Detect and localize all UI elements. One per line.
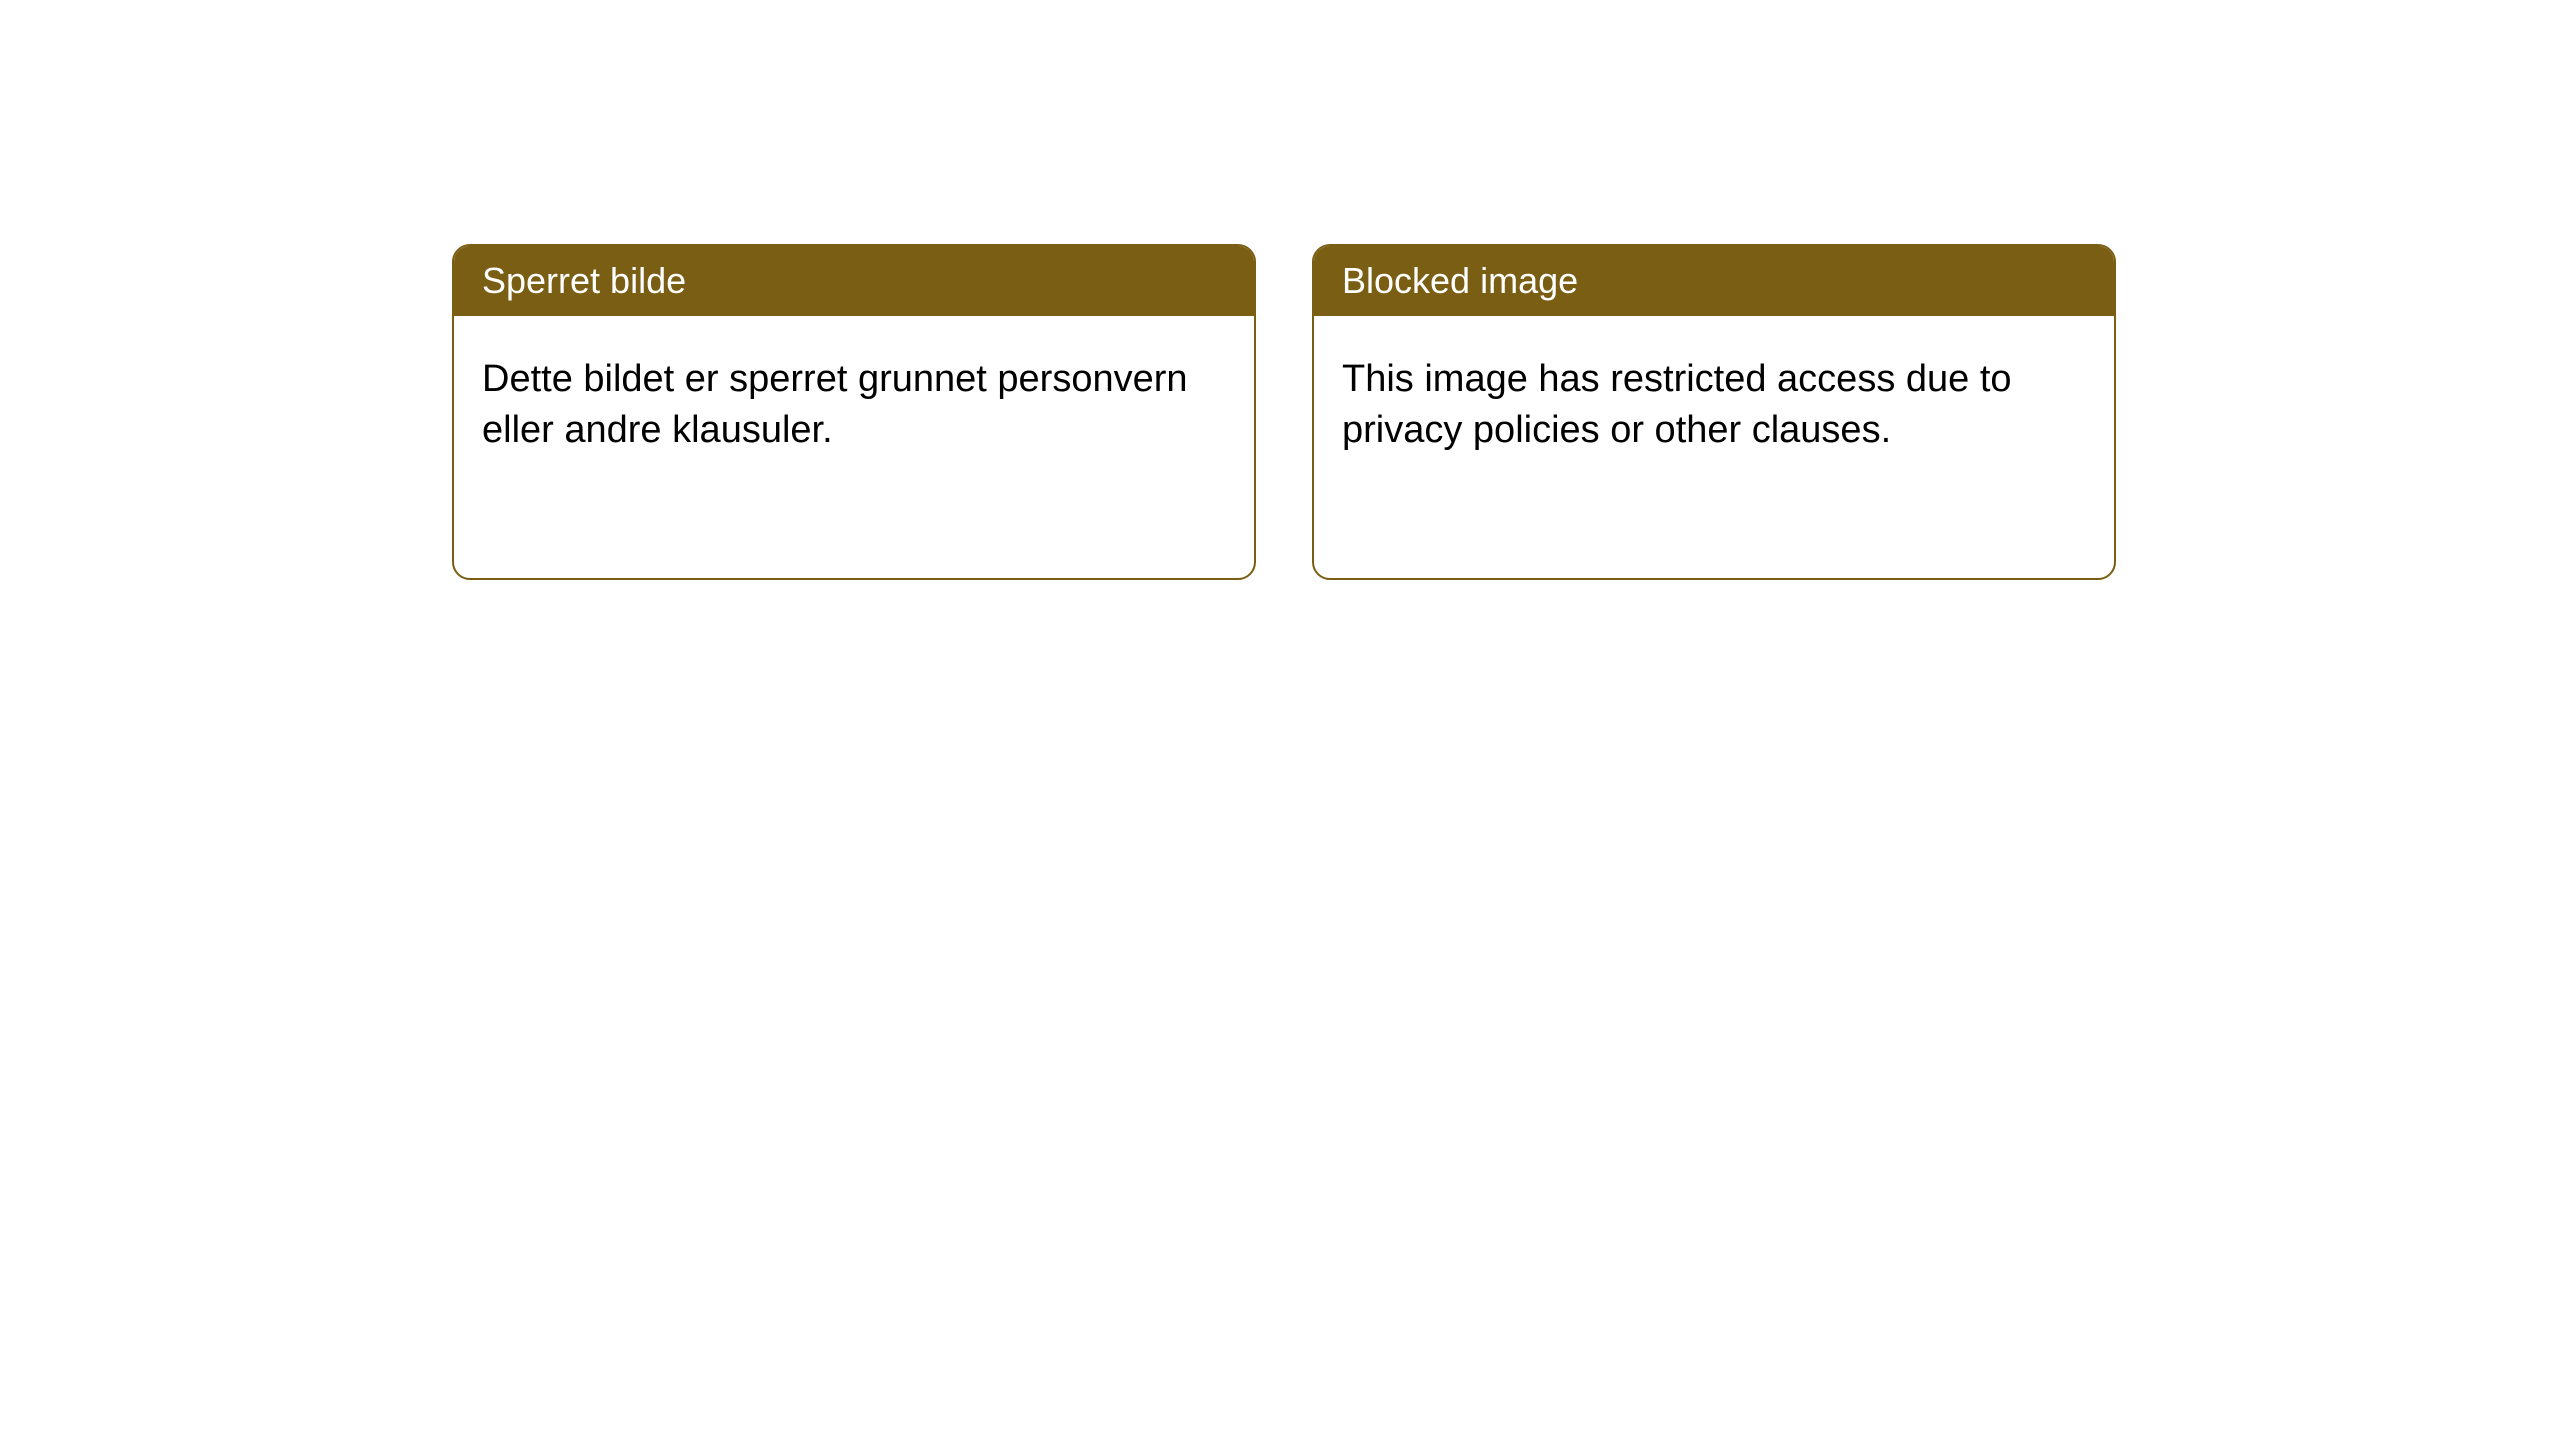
notice-card-title: Blocked image [1314, 246, 2114, 316]
notice-card-norwegian: Sperret bilde Dette bildet er sperret gr… [452, 244, 1256, 580]
notice-cards-container: Sperret bilde Dette bildet er sperret gr… [0, 0, 2560, 580]
notice-card-body: This image has restricted access due to … [1314, 316, 2114, 495]
notice-card-english: Blocked image This image has restricted … [1312, 244, 2116, 580]
notice-card-body: Dette bildet er sperret grunnet personve… [454, 316, 1254, 495]
notice-card-title: Sperret bilde [454, 246, 1254, 316]
